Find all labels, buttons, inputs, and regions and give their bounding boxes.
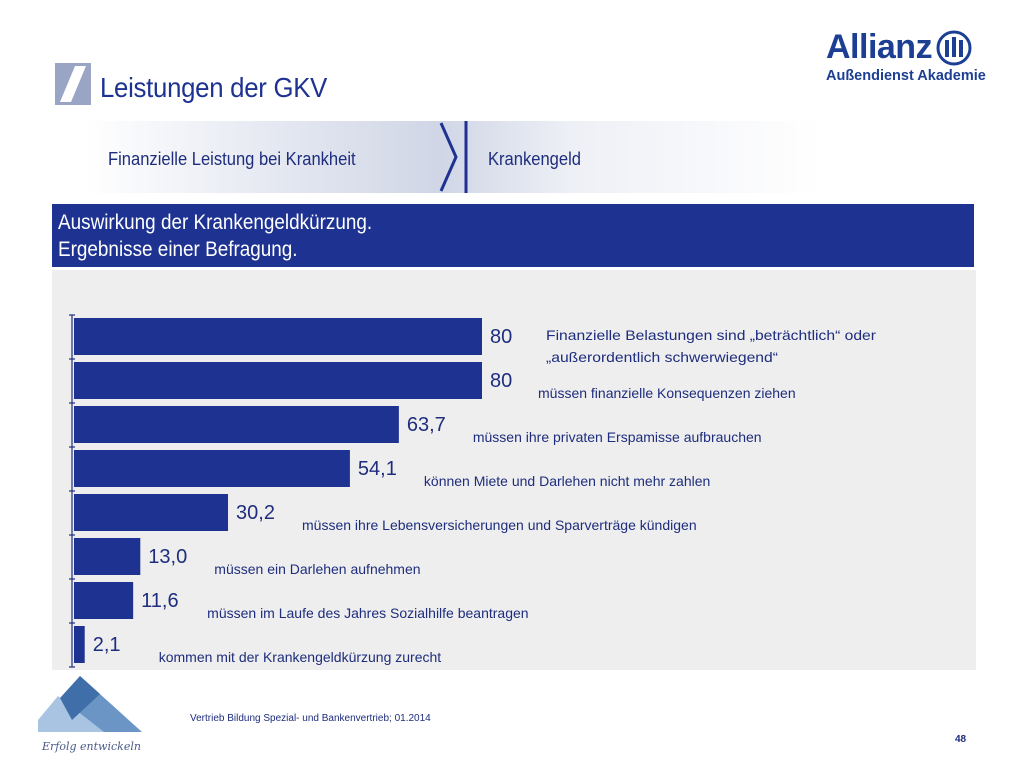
bar-category-label-6: müssen ein Darlehen aufnehmen: [214, 561, 420, 577]
section-header-line-2: Ergebnisse einer Befragung.: [58, 238, 298, 261]
section-header-line-1: Auswirkung der Krankengeldkürzung.: [58, 211, 373, 234]
bar-value-label-6: 13,0: [148, 546, 187, 568]
page-number: 48: [955, 734, 967, 745]
bar-category-label-3: müssen ihre privaten Erspamisse aufbrauc…: [473, 429, 762, 445]
bar-category-label-1-line-1: Finanzielle Belastungen sind „beträchtli…: [546, 327, 876, 343]
page-title: Leistungen der GKV: [100, 72, 328, 103]
bar-category-label-1-line-2: „außerordentlich schwerwiegend“: [546, 349, 778, 365]
bar-value-label-1: 80: [490, 326, 512, 348]
bar-value-label-7: 11,6: [141, 590, 178, 612]
breadcrumb-item-krankengeld: Krankengeld: [488, 149, 581, 169]
bar-value-label-5: 30,2: [236, 502, 275, 524]
allianz-logo: Allianz Außendienst Akademie: [820, 26, 986, 88]
breadcrumb-item-finanzielle-leistung: Finanzielle Leistung bei Krankheit: [108, 149, 356, 169]
bar-5: [74, 494, 229, 531]
bar-chart: 80 Finanzielle Belastungen sind „beträcht…: [69, 314, 876, 668]
section-header: Auswirkung der Krankengeldkürzung. Ergeb…: [52, 204, 974, 267]
footer-logo-mountain-shade: [60, 676, 100, 720]
bar-2: [74, 362, 482, 399]
title-slash-icon: [55, 63, 91, 105]
footer-logo: Erfolg entwickeln: [38, 676, 142, 753]
bar-value-label-4: 54,1: [358, 458, 397, 480]
bar-1: [74, 318, 482, 355]
bar-7: [74, 582, 134, 619]
breadcrumb: [84, 121, 824, 193]
bar-category-label-8: kommen mit der Krankengeldkürzung zurech…: [159, 649, 442, 665]
bar-value-label-8: 2,1: [93, 634, 121, 656]
logo-name: Allianz: [826, 28, 933, 66]
allianz-emblem-icon: [936, 30, 972, 66]
bar-4: [74, 450, 350, 487]
bar-category-label-5: müssen ihre Lebensversicherungen und Spa…: [302, 517, 697, 533]
bar-category-label-4: können Miete und Darlehen nicht mehr zah…: [424, 473, 710, 489]
breadcrumb-chevron-icon: [439, 121, 468, 193]
bar-8: [74, 626, 85, 663]
footer-text: Vertrieb Bildung Spezial- und Bankenvert…: [190, 713, 431, 724]
footer-logo-script: Erfolg entwickeln: [41, 740, 141, 753]
logo-subtitle: Außendienst Akademie: [826, 68, 986, 84]
bar-6: [74, 538, 141, 575]
bar-3: [74, 406, 399, 443]
bar-category-label-7: müssen im Laufe des Jahres Sozialhilfe b…: [207, 605, 528, 621]
bar-category-label-2: müssen finanzielle Konsequenzen ziehen: [538, 385, 796, 401]
chart-panel: 80 Finanzielle Belastungen sind „beträcht…: [52, 270, 976, 670]
bar-value-label-3: 63,7: [407, 414, 446, 436]
bar-value-label-2: 80: [490, 370, 512, 392]
